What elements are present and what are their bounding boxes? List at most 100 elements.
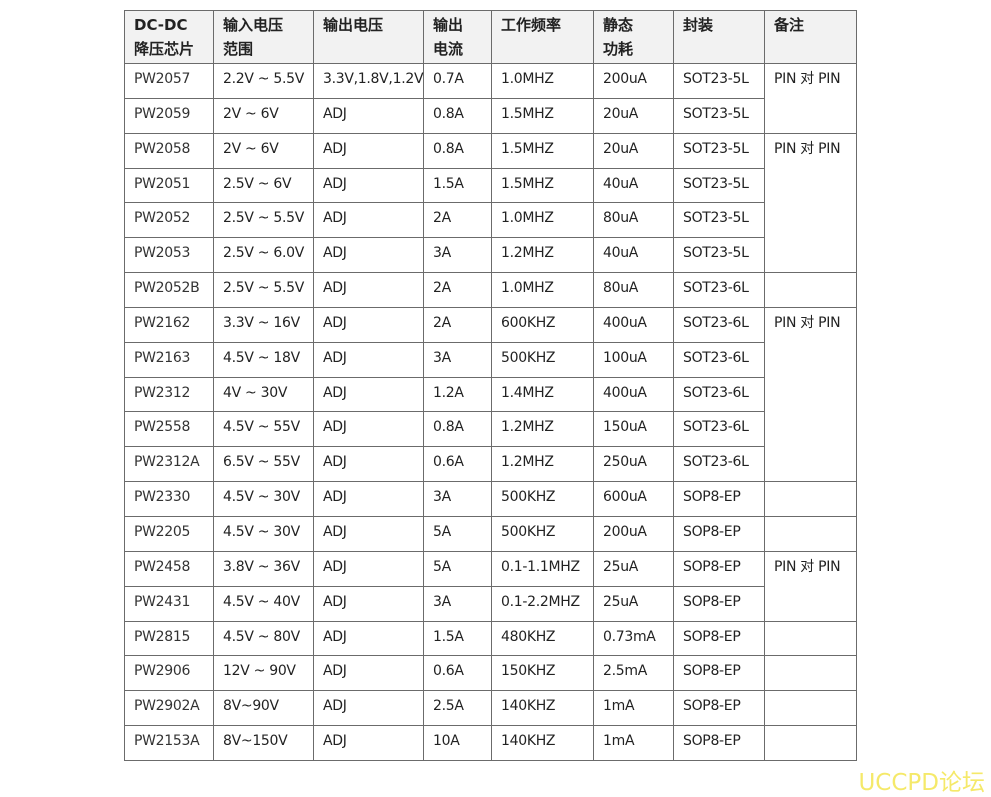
column-header: 静态 功耗 bbox=[593, 10, 674, 64]
table-cell: 5A bbox=[423, 515, 492, 552]
table-cell: 20uA bbox=[593, 97, 674, 134]
table-cell: ADJ bbox=[313, 655, 424, 692]
table-cell: 400uA bbox=[593, 306, 674, 343]
note-cell: PIN 对 PIN bbox=[764, 63, 857, 134]
table-cell: 8V~150V bbox=[213, 725, 314, 761]
table-cell: 100uA bbox=[593, 341, 674, 378]
note-cell bbox=[764, 725, 857, 761]
column-header: DC-DC 降压芯片 bbox=[124, 10, 214, 64]
table-row: PW2312A 6.5V ~ 55V ADJ 0.6A 1.2MHZ 250uA SOT23… bbox=[124, 446, 857, 483]
table-cell: SOT23-6L bbox=[673, 306, 765, 343]
table-cell: 140KHZ bbox=[491, 690, 594, 727]
table-cell: 0.1-1.1MHZ bbox=[491, 550, 594, 587]
table-cell: PW2053 bbox=[124, 237, 214, 274]
table-row: PW2163 4.5V ~ 18V ADJ 3A 500KHZ 100uA SOT23-6L bbox=[124, 341, 857, 378]
table-cell: 2.5A bbox=[423, 690, 492, 727]
table-cell: SOP8-EP bbox=[673, 481, 765, 517]
table-cell: PW2205 bbox=[124, 515, 214, 552]
table-cell: 1.2MHZ bbox=[491, 446, 594, 483]
table-cell: 140KHZ bbox=[491, 725, 594, 761]
table-cell: 4.5V ~ 30V bbox=[213, 481, 314, 517]
table-cell: SOT23-5L bbox=[673, 132, 765, 169]
column-header: 输入电压 范围 bbox=[213, 10, 314, 64]
note-cell bbox=[764, 620, 857, 657]
table-cell: SOP8-EP bbox=[673, 550, 765, 587]
table-cell: 3.3V,1.8V,1.2V bbox=[313, 63, 424, 99]
table-cell: 2V ~ 6V bbox=[213, 132, 314, 169]
table-cell: 3A bbox=[423, 585, 492, 622]
note-cell: PIN 对 PIN bbox=[764, 550, 857, 622]
table-cell: 600uA bbox=[593, 481, 674, 517]
table-cell: 0.8A bbox=[423, 132, 492, 169]
table-cell: 1mA bbox=[593, 690, 674, 727]
table-row: PW2053 2.5V ~ 6.0V ADJ 3A 1.2MHZ 40uA SOT23-5L bbox=[124, 237, 857, 274]
table-cell: PW2312A bbox=[124, 446, 214, 483]
table-cell: SOT23-6L bbox=[673, 272, 765, 308]
table-cell: 0.8A bbox=[423, 97, 492, 134]
table-cell: ADJ bbox=[313, 481, 424, 517]
note-cell: PIN 对 PIN bbox=[764, 306, 857, 483]
table-cell: 2A bbox=[423, 272, 492, 308]
table-cell: 500KHZ bbox=[491, 515, 594, 552]
column-header: 备注 bbox=[764, 10, 857, 64]
table-cell: PW2057 bbox=[124, 63, 214, 99]
table-row: PW2153A 8V~150V ADJ 10A 140KHZ 1mA SOP8-EP bbox=[124, 725, 857, 761]
table-cell: ADJ bbox=[313, 515, 424, 552]
table-cell: SOP8-EP bbox=[673, 620, 765, 657]
note-cell bbox=[764, 272, 857, 308]
table-cell: 2.5V ~ 5.5V bbox=[213, 272, 314, 308]
table-cell: 5A bbox=[423, 550, 492, 587]
table-cell: ADJ bbox=[313, 725, 424, 761]
table-cell: 1.5A bbox=[423, 167, 492, 204]
table-cell: 40uA bbox=[593, 237, 674, 274]
table-cell: 1.2A bbox=[423, 376, 492, 413]
table-row: PW2162 3.3V ~ 16V ADJ 2A 600KHZ 400uA SOT23-6L… bbox=[124, 306, 857, 483]
table-cell: 4.5V ~ 18V bbox=[213, 341, 314, 378]
table-cell: 0.1-2.2MHZ bbox=[491, 585, 594, 622]
table-cell: SOT23-5L bbox=[673, 63, 765, 99]
table-row: PW2431 4.5V ~ 40V ADJ 3A 0.1-2.2MHZ 25uA SOP8-… bbox=[124, 585, 857, 622]
table-cell: PW2153A bbox=[124, 725, 214, 761]
table-cell: 480KHZ bbox=[491, 620, 594, 657]
table-cell: 200uA bbox=[593, 63, 674, 99]
table-cell: 6.5V ~ 55V bbox=[213, 446, 314, 483]
table-cell: PW2330 bbox=[124, 481, 214, 517]
table-cell: 80uA bbox=[593, 202, 674, 239]
table-cell: ADJ bbox=[313, 690, 424, 727]
table-cell: 25uA bbox=[593, 550, 674, 587]
table-cell: 1.2MHZ bbox=[491, 411, 594, 448]
table-cell: 1.5A bbox=[423, 620, 492, 657]
table-row: PW2052 2.5V ~ 5.5V ADJ 2A 1.0MHZ 80uA SOT23-5L bbox=[124, 202, 857, 239]
header-row: DC-DC 降压芯片 输入电压 范围 输出电压 输出 电流 工作频率 静态 功耗 封装 备注 bbox=[124, 10, 857, 64]
table-cell: 2.2V ~ 5.5V bbox=[213, 63, 314, 99]
dc-dc-buck-chip-table: DC-DC 降压芯片 输入电压 范围 输出电压 输出 电流 工作频率 静态 功耗 封装 备注 PW20… bbox=[124, 10, 857, 761]
table-cell: ADJ bbox=[313, 202, 424, 239]
table-cell: ADJ bbox=[313, 376, 424, 413]
table-cell: ADJ bbox=[313, 341, 424, 378]
table-row: PW2052B 2.5V ~ 5.5V ADJ 2A 1.0MHZ 80uA SOT23-6… bbox=[124, 272, 857, 308]
table-cell: 500KHZ bbox=[491, 341, 594, 378]
table-row: PW2330 4.5V ~ 30V ADJ 3A 500KHZ 600uA SOP8-EP bbox=[124, 481, 857, 517]
table-cell: 2A bbox=[423, 202, 492, 239]
column-header: 输出 电流 bbox=[423, 10, 492, 64]
table-cell: ADJ bbox=[313, 446, 424, 483]
table-cell: ADJ bbox=[313, 167, 424, 204]
table-cell: PW2431 bbox=[124, 585, 214, 622]
table-cell: 3A bbox=[423, 341, 492, 378]
table-cell: 1.0MHZ bbox=[491, 202, 594, 239]
table-cell: 4V ~ 30V bbox=[213, 376, 314, 413]
table-cell: 4.5V ~ 55V bbox=[213, 411, 314, 448]
table-cell: 40uA bbox=[593, 167, 674, 204]
watermark: UCCPD论坛 bbox=[858, 770, 985, 796]
table-cell: SOP8-EP bbox=[673, 725, 765, 761]
table-cell: 1.2MHZ bbox=[491, 237, 594, 274]
table-cell: 2.5mA bbox=[593, 655, 674, 692]
table-cell: SOT23-5L bbox=[673, 97, 765, 134]
table-cell: 3.8V ~ 36V bbox=[213, 550, 314, 587]
note-cell bbox=[764, 515, 857, 552]
table-cell: 20uA bbox=[593, 132, 674, 169]
table-row: PW2902A 8V~90V ADJ 2.5A 140KHZ 1mA SOP8-EP bbox=[124, 690, 857, 727]
table-cell: ADJ bbox=[313, 97, 424, 134]
table-cell: 2.5V ~ 5.5V bbox=[213, 202, 314, 239]
table-cell: PW2902A bbox=[124, 690, 214, 727]
